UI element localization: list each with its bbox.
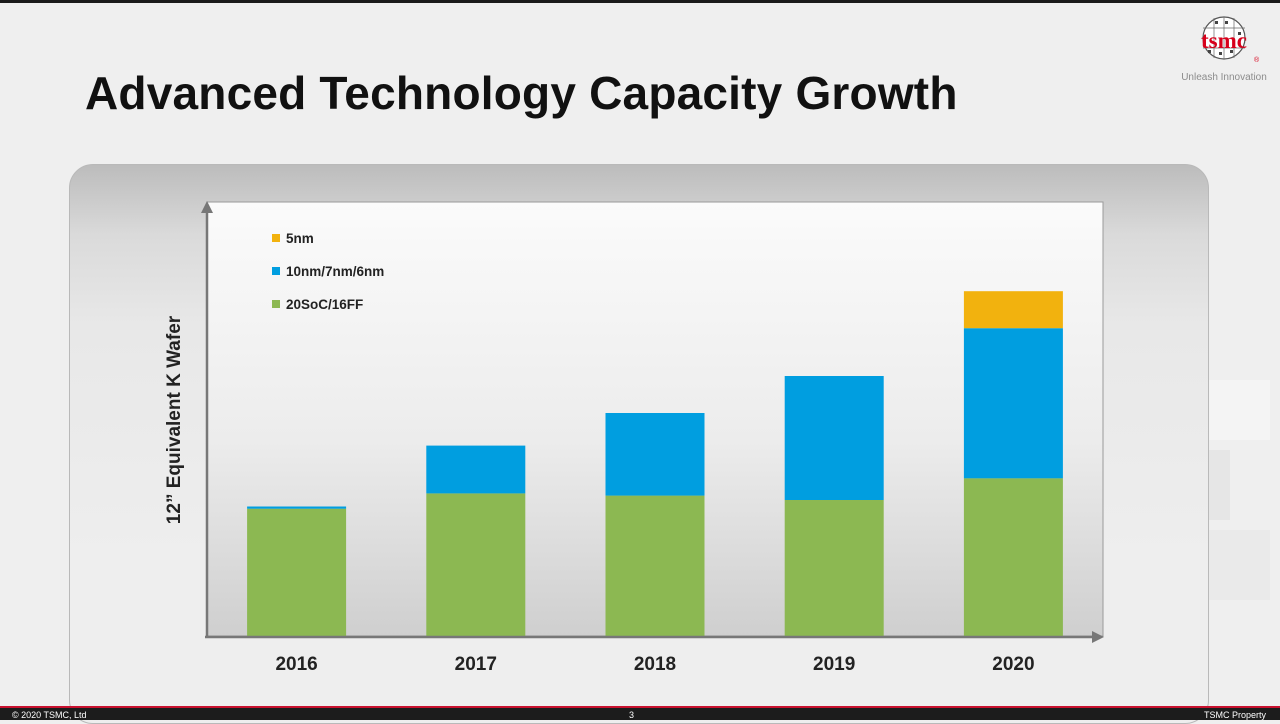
bar-2019-series-1 <box>784 376 884 500</box>
x-tick-label-2017: 2017 <box>455 654 497 675</box>
bar-2020-series-0 <box>963 478 1063 637</box>
y-axis-label: 12” Equivalent K Wafer <box>164 315 185 524</box>
legend: 5nm 10nm/7nm/6nm 20SoC/16FF <box>272 231 384 312</box>
top-bar <box>0 0 1280 3</box>
legend-label-1: 10nm/7nm/6nm <box>286 264 384 279</box>
legend-label-0: 5nm <box>286 231 314 246</box>
bar-2020-series-1 <box>963 328 1063 479</box>
x-tick-label-2020: 2020 <box>992 654 1034 675</box>
registered-mark: ® <box>1254 57 1260 64</box>
x-tick-labels: 2016 2017 2018 2019 2020 <box>275 654 1034 675</box>
bar-2017-series-1 <box>426 445 526 494</box>
logo-tagline: Unleash Innovation <box>1181 72 1267 83</box>
bar-2019-series-0 <box>784 500 884 637</box>
wafer-globe-icon <box>1202 16 1246 60</box>
x-tick-label-2018: 2018 <box>634 654 676 675</box>
footer-classification: TSMC Property <box>1203 710 1266 720</box>
legend-label-2: 20SoC/16FF <box>286 297 363 312</box>
bars-group <box>247 291 1063 637</box>
footer-page-number: 3 <box>629 710 635 720</box>
legend-swatch-0 <box>272 234 280 242</box>
axes-group <box>201 201 1104 643</box>
footer-bar: © 2020 TSMC, Ltd 3 TSMC Property <box>0 706 1280 720</box>
bar-2017-series-0 <box>426 493 526 637</box>
bar-2016-series-0 <box>247 508 347 637</box>
bar-2020-series-2 <box>963 291 1063 329</box>
legend-swatch-2 <box>272 300 280 308</box>
tsmc-wordmark: tsmc <box>1201 28 1247 53</box>
slide-title: Advanced Technology Capacity Growth <box>85 67 958 119</box>
x-axis-arrow <box>1092 631 1104 643</box>
x-tick-label-2019: 2019 <box>813 654 855 675</box>
legend-swatch-1 <box>272 267 280 275</box>
bar-2016-series-1 <box>247 506 347 509</box>
x-tick-label-2016: 2016 <box>275 654 317 675</box>
tsmc-logo: tsmc ® Unleash Innovation <box>1170 12 1278 88</box>
bar-2018-series-1 <box>605 413 705 496</box>
bar-2018-series-0 <box>605 495 705 637</box>
footer-copyright: © 2020 TSMC, Ltd <box>12 710 87 720</box>
y-axis-arrow <box>201 201 213 213</box>
